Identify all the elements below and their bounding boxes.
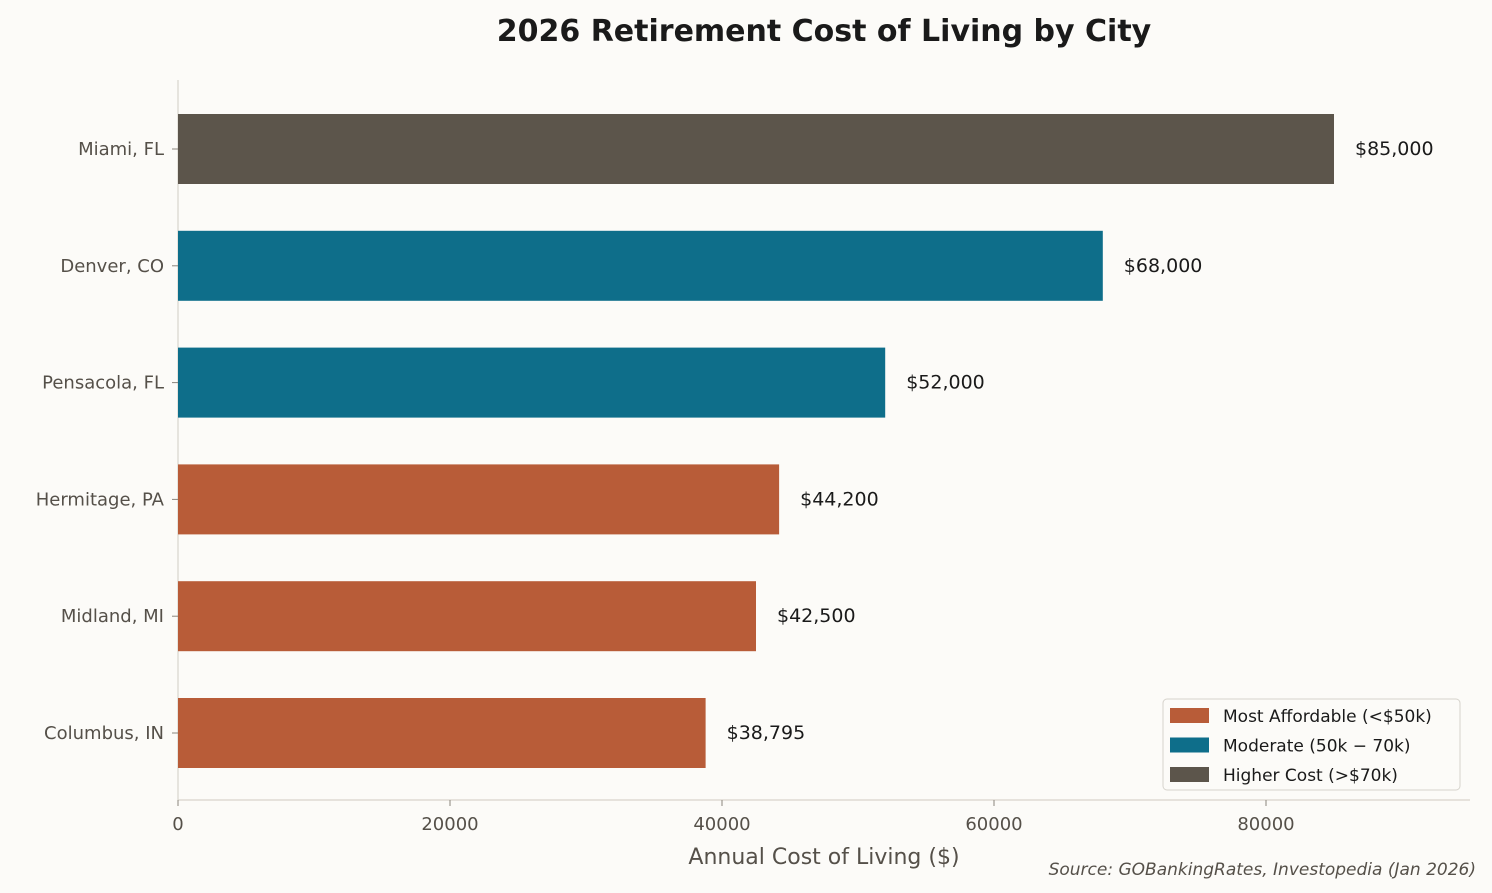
- x-tick-label: 0: [172, 814, 183, 835]
- bar: [178, 230, 1103, 301]
- y-tick-label: Hermitage, PA: [36, 489, 165, 510]
- bar: [178, 114, 1334, 184]
- data-label: $68,000: [1124, 255, 1203, 277]
- y-tick-label: Columbus, IN: [44, 723, 164, 744]
- legend-label: Most Affordable (<$50k): [1223, 707, 1432, 727]
- x-tick-label: 80000: [1237, 814, 1294, 835]
- source-note: Source: GOBankingRates, Investopedia (Ja…: [1049, 860, 1476, 880]
- y-tick-label: Midland, MI: [61, 606, 164, 627]
- chart-title: 2026 Retirement Cost of Living by City: [497, 14, 1152, 49]
- x-tick-label: 60000: [965, 814, 1022, 835]
- legend-swatch: [1170, 708, 1209, 723]
- data-label: $42,500: [777, 605, 856, 627]
- legend-label: Higher Cost (>$70k): [1223, 766, 1398, 786]
- legend-swatch: [1170, 737, 1209, 753]
- legend: Most Affordable (<$50k) Moderate (50k − 7…: [1162, 698, 1461, 791]
- legend-label: Moderate (50k − 70k): [1223, 737, 1411, 757]
- x-tick-label: 40000: [693, 814, 750, 835]
- x-tick-label: 20000: [421, 814, 478, 835]
- data-label: $38,795: [727, 722, 806, 744]
- bar: [178, 581, 756, 652]
- data-label: $44,200: [800, 488, 879, 510]
- y-tick-label: Denver, CO: [60, 256, 164, 277]
- bar: [178, 464, 780, 535]
- legend-swatch: [1170, 767, 1209, 782]
- data-label: $52,000: [906, 372, 985, 394]
- data-label: $85,000: [1355, 138, 1434, 160]
- legend-frame: [1162, 698, 1461, 791]
- y-tick-label: Miami, FL: [78, 139, 164, 160]
- x-axis-label: Annual Cost of Living ($): [688, 845, 959, 870]
- bar: [178, 698, 706, 768]
- bar: [178, 347, 886, 418]
- y-tick-label: Pensacola, FL: [42, 373, 164, 394]
